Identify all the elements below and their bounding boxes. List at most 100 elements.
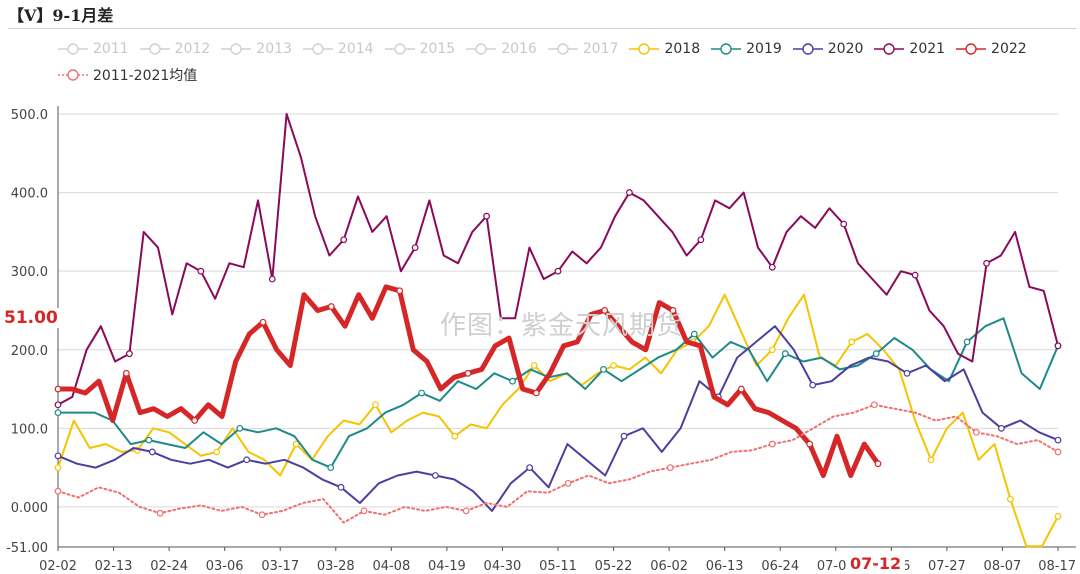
series-point-2022 xyxy=(396,287,404,295)
legend-item-2011-2021均值[interactable]: 2011-2021均值 xyxy=(58,65,197,85)
x-tick-label: 04-19 xyxy=(428,559,466,574)
legend-marker-icon xyxy=(58,43,88,55)
series-point-2018 xyxy=(610,362,617,369)
legend-label: 2014 xyxy=(337,41,374,57)
legend-item-2016[interactable]: 2016 xyxy=(466,41,537,57)
series-point-2019 xyxy=(236,424,244,432)
legend-marker-icon xyxy=(221,43,252,55)
legend-marker-icon xyxy=(711,43,742,55)
legend-item-2012[interactable]: 2012 xyxy=(139,41,210,57)
series-point-2021 xyxy=(626,189,633,196)
x-tick-label: 03-28 xyxy=(317,559,355,574)
legend-item-2011[interactable]: 2011 xyxy=(58,41,129,57)
x-tick-label: 04-30 xyxy=(484,559,522,574)
series-point-2020 xyxy=(431,472,439,479)
series-point-2022 xyxy=(806,440,814,448)
series-point-2018 xyxy=(372,401,379,409)
series-point-2022 xyxy=(122,369,130,377)
x-tick-label: 05-11 xyxy=(539,559,577,574)
legend-item-2015[interactable]: 2015 xyxy=(384,41,456,57)
series-point-2020 xyxy=(148,448,156,456)
series-point-2019 xyxy=(54,409,62,417)
series-point-2019 xyxy=(963,338,971,346)
series-point-2022 xyxy=(327,303,335,310)
legend-label: 2020 xyxy=(827,41,864,57)
series-point-2018 xyxy=(213,448,221,456)
x-tick-label: 08-17 xyxy=(1038,559,1076,574)
series-point-2018 xyxy=(530,362,538,369)
series-point-2018 xyxy=(54,464,62,472)
series-point-2019 xyxy=(872,350,880,358)
series-point-2021 xyxy=(840,220,848,228)
legend-marker-icon xyxy=(629,43,660,55)
x-tick-label: 03-17 xyxy=(261,559,299,574)
series-point-2011-2021均值 xyxy=(666,464,674,472)
legend-label: 2015 xyxy=(419,41,456,57)
series-point-2019 xyxy=(418,389,426,397)
legend-label: 2021 xyxy=(909,41,946,57)
legend-item-2014[interactable]: 2014 xyxy=(302,41,374,57)
series-point-2020 xyxy=(54,452,62,460)
series-point-2020 xyxy=(337,483,345,491)
series-point-2021 xyxy=(554,267,562,275)
series-point-2011-2021均值 xyxy=(972,428,980,436)
legend-label: 2016 xyxy=(501,41,537,57)
legend-label: 2019 xyxy=(746,41,782,57)
series-line-2020 xyxy=(57,325,1059,512)
series-point-2021 xyxy=(126,350,133,358)
current-date-badge: 07-12 xyxy=(846,554,906,573)
watermark: 作图：紫金天风期货 xyxy=(440,311,684,341)
series-point-2011-2021均值 xyxy=(1054,448,1062,456)
legend-item-2019[interactable]: 2019 xyxy=(711,41,782,57)
series-point-2021 xyxy=(983,259,990,267)
series-point-2022 xyxy=(464,369,472,377)
series-point-2021 xyxy=(411,244,419,251)
x-tick-label: 06-02 xyxy=(650,559,688,574)
series-point-2022 xyxy=(737,385,745,393)
x-tick-label: 08-07 xyxy=(984,559,1022,574)
legend-item-2017[interactable]: 2017 xyxy=(547,41,618,57)
legend-item-2020[interactable]: 2020 xyxy=(792,41,864,57)
series-point-2021 xyxy=(911,271,919,279)
series-point-2018 xyxy=(451,432,459,440)
series-point-2011-2021均值 xyxy=(564,479,572,487)
series-point-2019 xyxy=(509,377,516,385)
legend-row: 2011-2021均值 xyxy=(58,62,1078,88)
series-point-2018 xyxy=(768,346,776,354)
series-line-2011-2021均值 xyxy=(57,403,1059,524)
series-point-2011-2021均值 xyxy=(768,440,776,448)
series-point-2011-2021均值 xyxy=(258,511,266,519)
y-tick-label: 0.000 xyxy=(11,501,48,516)
series-point-2020 xyxy=(526,464,534,472)
legend-marker-icon xyxy=(384,43,415,55)
series-point-2021 xyxy=(483,212,490,220)
series-point-2018 xyxy=(927,456,935,464)
legend-item-2021[interactable]: 2021 xyxy=(874,41,945,57)
legend-item-2022[interactable]: 2022 xyxy=(956,41,1027,57)
series-point-2021 xyxy=(1054,342,1062,350)
y-tick-label: 300.0 xyxy=(11,265,48,280)
series-point-2018 xyxy=(848,338,856,346)
y-tick-label: -51.00 xyxy=(6,541,48,556)
series-point-2011-2021均值 xyxy=(360,507,368,515)
chart-title: 【V】9-1月差 xyxy=(8,6,114,25)
legend-marker-icon xyxy=(139,43,170,55)
x-tick-label: 02-02 xyxy=(39,559,77,574)
legend-label: 2011 xyxy=(93,41,129,57)
legend-label: 2022 xyxy=(991,41,1027,57)
series-point-2022 xyxy=(54,385,62,393)
series-point-2022 xyxy=(874,460,882,468)
series-point-2020 xyxy=(1054,436,1062,444)
y-tick-label: 400.0 xyxy=(11,187,48,202)
y-tick-label: 500.0 xyxy=(11,108,48,123)
legend-label: 2013 xyxy=(256,41,292,57)
series-point-2022 xyxy=(669,307,677,314)
legend-marker-icon xyxy=(874,43,905,55)
legend-label: 2011-2021均值 xyxy=(93,68,198,84)
legend-marker-icon xyxy=(956,43,987,55)
series-point-2022 xyxy=(259,318,267,326)
legend-item-2018[interactable]: 2018 xyxy=(629,41,700,57)
series-point-2020 xyxy=(243,456,251,464)
legend-item-2013[interactable]: 2013 xyxy=(221,41,292,57)
